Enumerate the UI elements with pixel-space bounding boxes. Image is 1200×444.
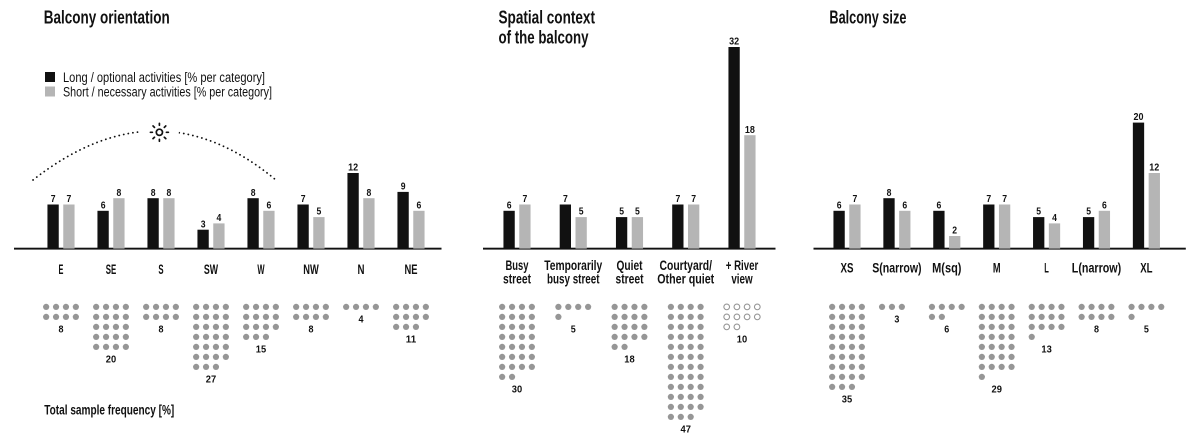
svg-text:6: 6	[937, 200, 942, 211]
svg-text:47: 47	[681, 424, 692, 436]
svg-text:12: 12	[1149, 163, 1159, 174]
svg-text:6: 6	[944, 324, 949, 336]
svg-text:busy street: busy street	[547, 272, 600, 287]
svg-text:view: view	[731, 272, 753, 287]
svg-text:7: 7	[51, 194, 56, 205]
svg-text:8: 8	[1094, 324, 1099, 336]
svg-text:7: 7	[301, 194, 306, 205]
svg-text:street: street	[616, 272, 644, 287]
svg-text:18: 18	[745, 125, 755, 136]
svg-text:6: 6	[837, 200, 842, 211]
svg-text:5: 5	[317, 207, 322, 218]
svg-text:Long / optional activities [%: Long / optional activities [% per catego…	[63, 70, 265, 85]
svg-text:W: W	[257, 262, 264, 277]
svg-text:5: 5	[571, 324, 576, 336]
svg-text:6: 6	[1102, 200, 1107, 211]
svg-text:S: S	[158, 262, 163, 277]
svg-text:Spatial context: Spatial context	[499, 7, 596, 28]
svg-text:7: 7	[986, 194, 991, 205]
svg-text:7: 7	[1002, 194, 1007, 205]
svg-text:8: 8	[159, 324, 164, 336]
svg-text:SW: SW	[204, 262, 218, 277]
svg-text:32: 32	[729, 37, 739, 48]
svg-text:5: 5	[1086, 207, 1091, 218]
svg-text:6: 6	[902, 200, 907, 211]
svg-text:5: 5	[579, 207, 584, 218]
svg-text:E: E	[59, 262, 64, 277]
svg-text:5: 5	[619, 207, 624, 218]
svg-text:10: 10	[737, 334, 748, 346]
svg-text:20: 20	[1134, 112, 1144, 123]
svg-text:6: 6	[101, 200, 106, 211]
svg-text:11: 11	[406, 334, 417, 346]
svg-text:6: 6	[417, 200, 422, 211]
svg-text:8: 8	[117, 188, 122, 199]
svg-text:Temporarily: Temporarily	[544, 258, 602, 273]
svg-text:8: 8	[251, 188, 256, 199]
svg-text:7: 7	[523, 194, 528, 205]
svg-text:27: 27	[206, 374, 217, 386]
svg-text:SE: SE	[106, 262, 117, 277]
svg-text:Busy: Busy	[506, 258, 529, 273]
svg-text:5: 5	[1036, 207, 1041, 218]
svg-text:7: 7	[563, 194, 568, 205]
svg-text:18: 18	[624, 354, 635, 366]
svg-text:3: 3	[894, 314, 899, 326]
svg-text:4: 4	[359, 314, 364, 326]
svg-text:20: 20	[106, 354, 117, 366]
svg-text:4: 4	[217, 213, 222, 224]
svg-text:Courtyard/: Courtyard/	[660, 258, 713, 273]
svg-text:7: 7	[853, 194, 858, 205]
svg-text:street: street	[503, 272, 531, 287]
svg-text:7: 7	[675, 194, 680, 205]
svg-text:7: 7	[67, 194, 72, 205]
svg-text:Quiet: Quiet	[617, 258, 643, 273]
svg-text:6: 6	[507, 200, 512, 211]
svg-text:of the balcony: of the balcony	[499, 27, 589, 48]
svg-text:Other quiet: Other quiet	[657, 272, 714, 287]
svg-text:8: 8	[59, 324, 64, 336]
svg-text:Short / necessary activities [: Short / necessary activities [% per cate…	[63, 85, 272, 100]
svg-text:29: 29	[992, 384, 1003, 396]
svg-text:2: 2	[952, 226, 957, 237]
svg-text:Total sample frequency [%]: Total sample frequency [%]	[44, 402, 174, 417]
svg-text:8: 8	[309, 324, 314, 336]
svg-text:XL: XL	[1140, 261, 1152, 276]
svg-text:L(narrow): L(narrow)	[1072, 261, 1121, 276]
svg-text:Balcony size: Balcony size	[829, 7, 906, 28]
svg-text:7: 7	[691, 194, 696, 205]
svg-text:15: 15	[256, 344, 267, 356]
svg-text:9: 9	[401, 182, 406, 193]
svg-text:13: 13	[1041, 344, 1052, 356]
svg-text:NW: NW	[303, 262, 319, 277]
svg-text:5: 5	[1144, 324, 1149, 336]
svg-text:8: 8	[367, 188, 372, 199]
svg-text:M: M	[993, 261, 1001, 276]
svg-text:3: 3	[201, 219, 206, 230]
svg-text:S(narrow): S(narrow)	[872, 261, 921, 276]
svg-text:+ River: + River	[726, 258, 759, 273]
svg-text:6: 6	[267, 200, 272, 211]
svg-text:8: 8	[887, 188, 892, 199]
svg-text:XS: XS	[841, 261, 854, 276]
svg-text:35: 35	[842, 394, 853, 406]
svg-text:Balcony orientation: Balcony orientation	[44, 7, 170, 28]
svg-text:4: 4	[1052, 213, 1057, 224]
svg-text:NE: NE	[405, 262, 418, 277]
svg-text:8: 8	[167, 188, 172, 199]
svg-text:M(sq): M(sq)	[932, 261, 961, 276]
svg-text:N: N	[358, 262, 365, 277]
svg-text:8: 8	[151, 188, 156, 199]
svg-text:5: 5	[635, 207, 640, 218]
svg-text:30: 30	[512, 384, 523, 396]
svg-text:12: 12	[348, 163, 358, 174]
svg-text:L: L	[1044, 261, 1049, 276]
